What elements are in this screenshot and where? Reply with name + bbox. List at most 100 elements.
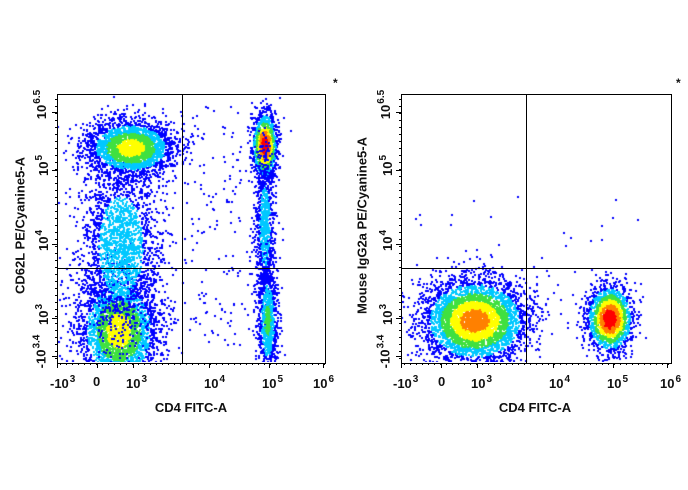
axis-tick <box>55 183 57 184</box>
axis-tick <box>399 127 401 128</box>
axis-tick <box>590 363 591 365</box>
plot2-xtick-neg3: -103 <box>393 374 419 391</box>
plot2-xtick-3: 103 <box>471 374 493 391</box>
axis-tick <box>120 363 121 365</box>
axis-tick <box>434 363 435 365</box>
axis-tick <box>416 363 417 365</box>
axis-tick <box>494 363 495 365</box>
axis-tick <box>396 170 401 172</box>
plot2-quadrant-vertical <box>526 95 528 363</box>
axis-tick <box>602 363 603 365</box>
axis-tick <box>55 239 57 240</box>
axis-tick <box>324 363 325 365</box>
axis-tick <box>399 260 401 261</box>
axis-tick <box>55 281 57 282</box>
axis-tick <box>554 363 555 365</box>
axis-tick <box>55 274 57 275</box>
axis-tick <box>482 363 483 365</box>
axis-tick <box>52 318 57 320</box>
axis-tick <box>234 363 235 365</box>
axis-tick <box>536 363 537 365</box>
axis-tick <box>638 363 639 365</box>
axis-tick <box>246 363 247 365</box>
axis-tick <box>55 190 57 191</box>
axis-tick <box>566 363 567 365</box>
axis-tick <box>399 267 401 268</box>
axis-tick <box>399 274 401 275</box>
axis-tick <box>399 295 401 296</box>
axis-tick <box>126 363 127 365</box>
plot1-asterisk: * <box>333 76 338 90</box>
axis-tick <box>396 244 401 246</box>
axis-tick <box>162 363 163 365</box>
axis-tick <box>399 190 401 191</box>
plot2-ytick-3: 103 <box>378 303 396 326</box>
axis-tick <box>399 197 401 198</box>
axis-tick <box>55 295 57 296</box>
axis-tick <box>240 363 241 365</box>
axis-tick <box>97 363 99 368</box>
axis-tick <box>399 358 401 359</box>
axis-tick <box>399 218 401 219</box>
axis-tick <box>399 316 401 317</box>
plot1-area <box>57 94 326 364</box>
axis-tick <box>626 363 627 365</box>
axis-tick <box>55 267 57 268</box>
axis-tick <box>55 316 57 317</box>
axis-tick <box>55 169 57 170</box>
axis-tick <box>55 113 57 114</box>
axis-tick <box>300 363 301 365</box>
axis-tick <box>396 356 401 358</box>
axis-tick <box>399 113 401 114</box>
axis-tick <box>399 232 401 233</box>
axis-tick <box>55 141 57 142</box>
axis-tick <box>138 363 139 365</box>
axis-tick <box>452 363 453 365</box>
axis-tick <box>578 363 579 365</box>
plot2-xtick-6: 106 <box>660 374 682 391</box>
axis-tick <box>55 197 57 198</box>
plot2-x-axis-title: CD4 FITC-A <box>498 400 572 415</box>
axis-tick <box>264 363 265 365</box>
axis-tick <box>662 363 663 365</box>
plot1-xtick-5: 105 <box>262 374 284 391</box>
axis-tick <box>596 363 597 365</box>
axis-tick <box>52 356 57 358</box>
axis-tick <box>55 323 57 324</box>
axis-tick <box>506 363 507 365</box>
axis-tick <box>55 225 57 226</box>
axis-tick <box>318 363 319 365</box>
axis-tick <box>174 363 175 365</box>
axis-tick <box>55 162 57 163</box>
axis-tick <box>572 363 573 365</box>
axis-tick <box>192 363 193 365</box>
axis-tick <box>270 363 271 365</box>
axis-tick <box>55 134 57 135</box>
axis-tick <box>530 363 531 365</box>
plot2-ytick-neg3.4: -103.4 <box>375 334 393 369</box>
axis-tick <box>542 363 543 365</box>
axis-tick <box>560 363 561 365</box>
axis-tick <box>132 363 133 365</box>
axis-tick <box>55 260 57 261</box>
axis-tick <box>548 363 549 365</box>
axis-tick <box>399 120 401 121</box>
axis-tick <box>399 204 401 205</box>
axis-tick <box>204 363 205 365</box>
plot1-density-dots <box>58 95 324 362</box>
plot2-ytick-5: 105 <box>378 154 396 177</box>
axis-tick <box>512 363 513 365</box>
axis-tick <box>323 363 325 368</box>
axis-tick <box>55 337 57 338</box>
axis-tick <box>55 246 57 247</box>
plot1-quadrant-vertical <box>182 95 184 363</box>
axis-tick <box>441 363 443 368</box>
plot1-quadrant-horizontal <box>58 268 325 270</box>
axis-tick <box>476 363 477 365</box>
axis-tick <box>399 337 401 338</box>
axis-tick <box>55 358 57 359</box>
axis-tick <box>114 363 115 365</box>
axis-tick <box>396 112 401 114</box>
axis-tick <box>288 363 289 365</box>
axis-tick <box>458 363 459 365</box>
